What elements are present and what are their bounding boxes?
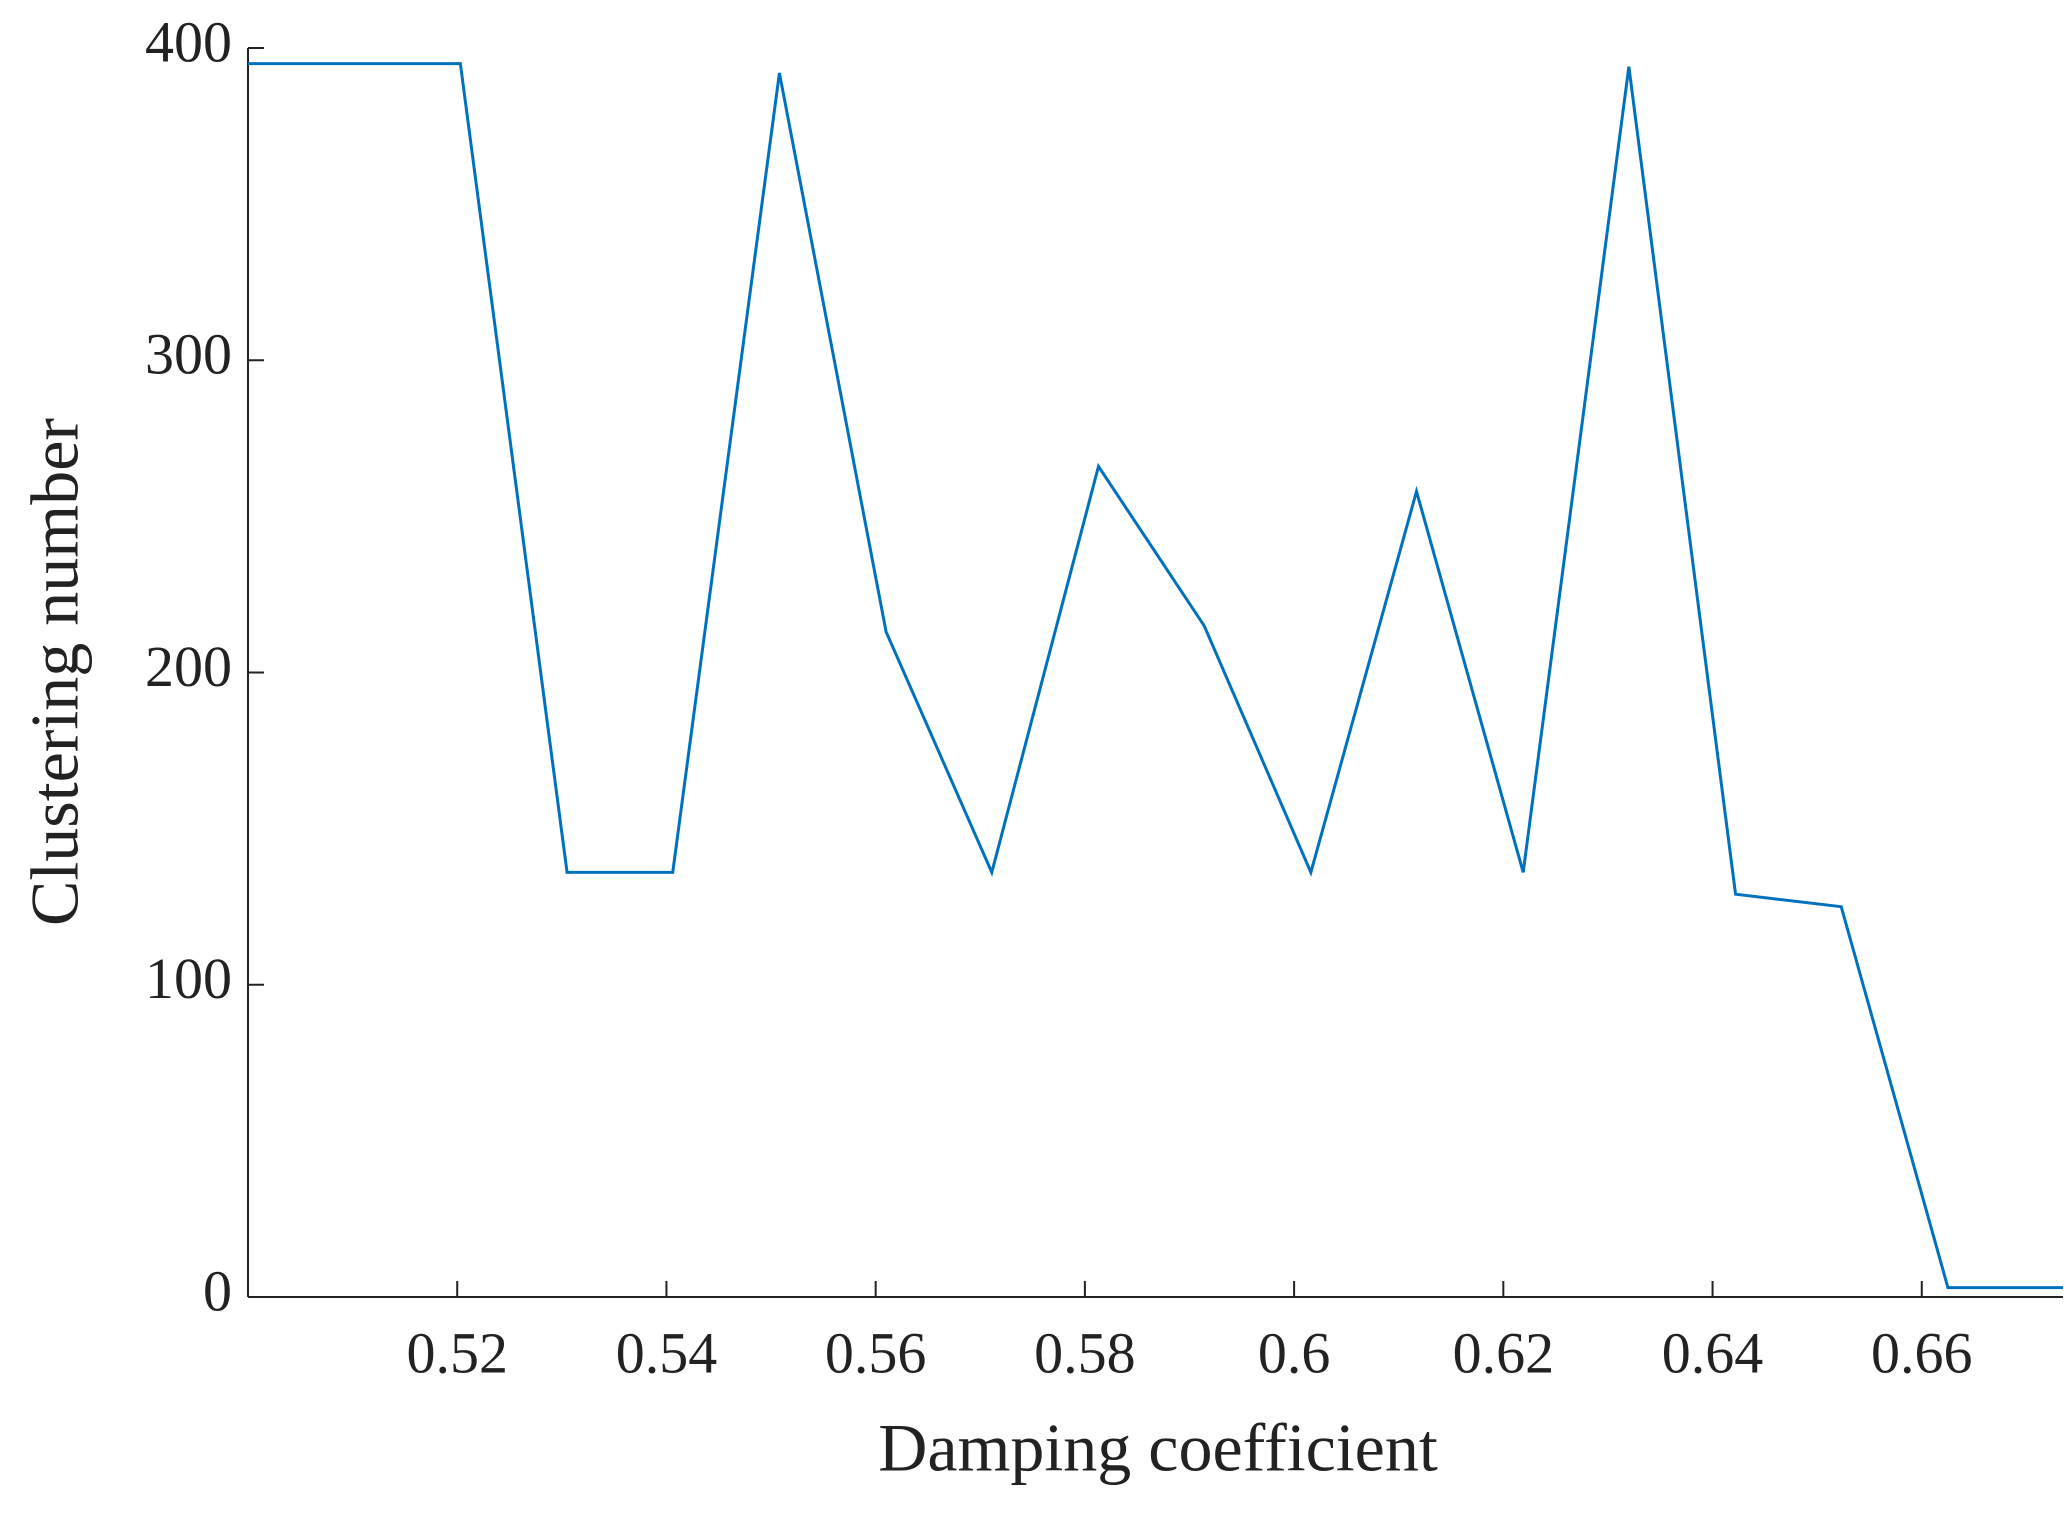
y-tick-label: 100: [145, 946, 232, 1011]
x-tick-label: 0.56: [825, 1320, 927, 1385]
x-tick-label: 0.58: [1034, 1320, 1136, 1385]
y-tick-label: 400: [145, 9, 232, 74]
x-tick-label: 0.62: [1453, 1320, 1555, 1385]
y-axis-label: Clustering number: [17, 418, 93, 926]
x-tick-label: 0.64: [1662, 1320, 1764, 1385]
x-axis-label: Damping coefficient: [878, 1410, 1438, 1486]
x-tick-label: 0.66: [1871, 1320, 1973, 1385]
x-tick-label: 0.52: [406, 1320, 508, 1385]
x-tick-label: 0.54: [616, 1320, 718, 1385]
data-line: [248, 62, 2063, 1290]
y-tick-label: 200: [145, 634, 232, 699]
y-tick-label: 300: [145, 322, 232, 387]
y-tick-label: 0: [203, 1258, 232, 1323]
x-tick-label: 0.6: [1258, 1320, 1331, 1385]
